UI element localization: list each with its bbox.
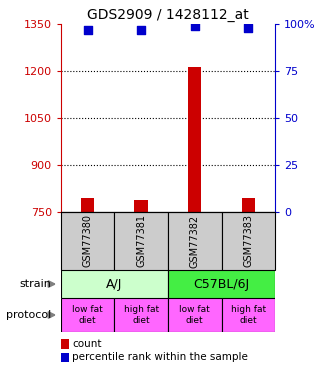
Text: C57BL/6J: C57BL/6J (194, 278, 250, 291)
Point (85, 27, 90, 33)
Bar (81, 198, 94, 212)
Point (246, 25, 251, 31)
Bar (168, 270, 275, 298)
Text: high fat
diet: high fat diet (124, 305, 159, 325)
Bar (242, 198, 255, 212)
Point (139, 27, 144, 33)
Text: GSM77381: GSM77381 (136, 214, 146, 267)
Bar (61, 270, 168, 298)
Title: GDS2909 / 1428112_at: GDS2909 / 1428112_at (87, 8, 249, 22)
Bar (188, 67, 202, 212)
Bar (168, 298, 221, 332)
Bar (61, 298, 114, 332)
Bar (221, 298, 275, 332)
Bar (114, 298, 168, 332)
Bar (114, 212, 168, 270)
Text: GSM77383: GSM77383 (244, 214, 253, 267)
Bar (61, 212, 114, 270)
Bar (221, 212, 275, 270)
Bar (168, 212, 221, 270)
Point (192, 23, 197, 29)
Text: percentile rank within the sample: percentile rank within the sample (72, 352, 248, 362)
Text: GSM77380: GSM77380 (83, 214, 92, 267)
Text: count: count (72, 339, 101, 349)
Text: A/J: A/J (106, 278, 123, 291)
Bar (134, 200, 148, 212)
Text: GSM77382: GSM77382 (190, 214, 200, 267)
Text: low fat
diet: low fat diet (72, 305, 103, 325)
Text: strain: strain (19, 279, 51, 289)
Text: high fat
diet: high fat diet (231, 305, 266, 325)
Text: protocol: protocol (6, 310, 52, 320)
Text: low fat
diet: low fat diet (180, 305, 210, 325)
